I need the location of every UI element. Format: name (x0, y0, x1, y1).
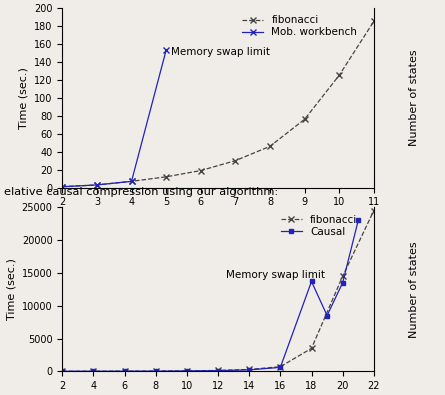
fibonacci (340, 274, 345, 278)
fibonacci (247, 367, 252, 372)
Y-axis label: Time (sec.): Time (sec.) (6, 258, 16, 320)
Causal (60, 369, 65, 374)
fibonacci (60, 369, 65, 374)
fibonacci (153, 369, 158, 373)
Line: Mob. workbench: Mob. workbench (60, 47, 169, 190)
fibonacci (267, 144, 273, 149)
Line: fibonacci: fibonacci (60, 19, 376, 190)
fibonacci (163, 175, 169, 179)
fibonacci (198, 168, 203, 173)
fibonacci (94, 182, 100, 187)
Y-axis label: Time (sec.): Time (sec.) (19, 67, 28, 129)
Text: Memory swap limit: Memory swap limit (171, 47, 270, 56)
Causal (122, 369, 127, 374)
Text: Number of states: Number of states (409, 241, 419, 338)
Causal (215, 368, 221, 373)
Causal (247, 367, 252, 372)
Causal (340, 280, 345, 285)
fibonacci (122, 369, 127, 374)
Causal (91, 369, 96, 374)
Causal (324, 313, 330, 318)
fibonacci (371, 208, 376, 213)
fibonacci (278, 364, 283, 369)
Causal (278, 365, 283, 370)
Mob. workbench (94, 182, 100, 187)
Causal (309, 279, 314, 284)
fibonacci (371, 19, 376, 24)
Causal (153, 369, 158, 374)
fibonacci (302, 117, 307, 122)
Causal (356, 218, 361, 223)
Line: fibonacci: fibonacci (60, 208, 376, 374)
Causal (184, 369, 190, 373)
fibonacci (129, 179, 134, 184)
fibonacci (233, 158, 238, 163)
Line: Causal: Causal (60, 218, 360, 374)
fibonacci (309, 346, 314, 351)
Legend: fibonacci, Causal: fibonacci, Causal (279, 213, 359, 239)
Mob. workbench (60, 184, 65, 189)
fibonacci (215, 368, 221, 373)
Mob. workbench (129, 179, 134, 184)
Text: Number of states: Number of states (409, 49, 419, 146)
Mob. workbench (163, 48, 169, 53)
fibonacci (91, 369, 96, 374)
Text: elative causal compression using our algorithm:: elative causal compression using our alg… (4, 187, 279, 197)
fibonacci (60, 184, 65, 189)
fibonacci (184, 369, 190, 373)
Legend: fibonacci, Mob. workbench: fibonacci, Mob. workbench (240, 13, 359, 40)
Text: Memory swap limit: Memory swap limit (226, 270, 325, 280)
fibonacci (336, 73, 342, 78)
